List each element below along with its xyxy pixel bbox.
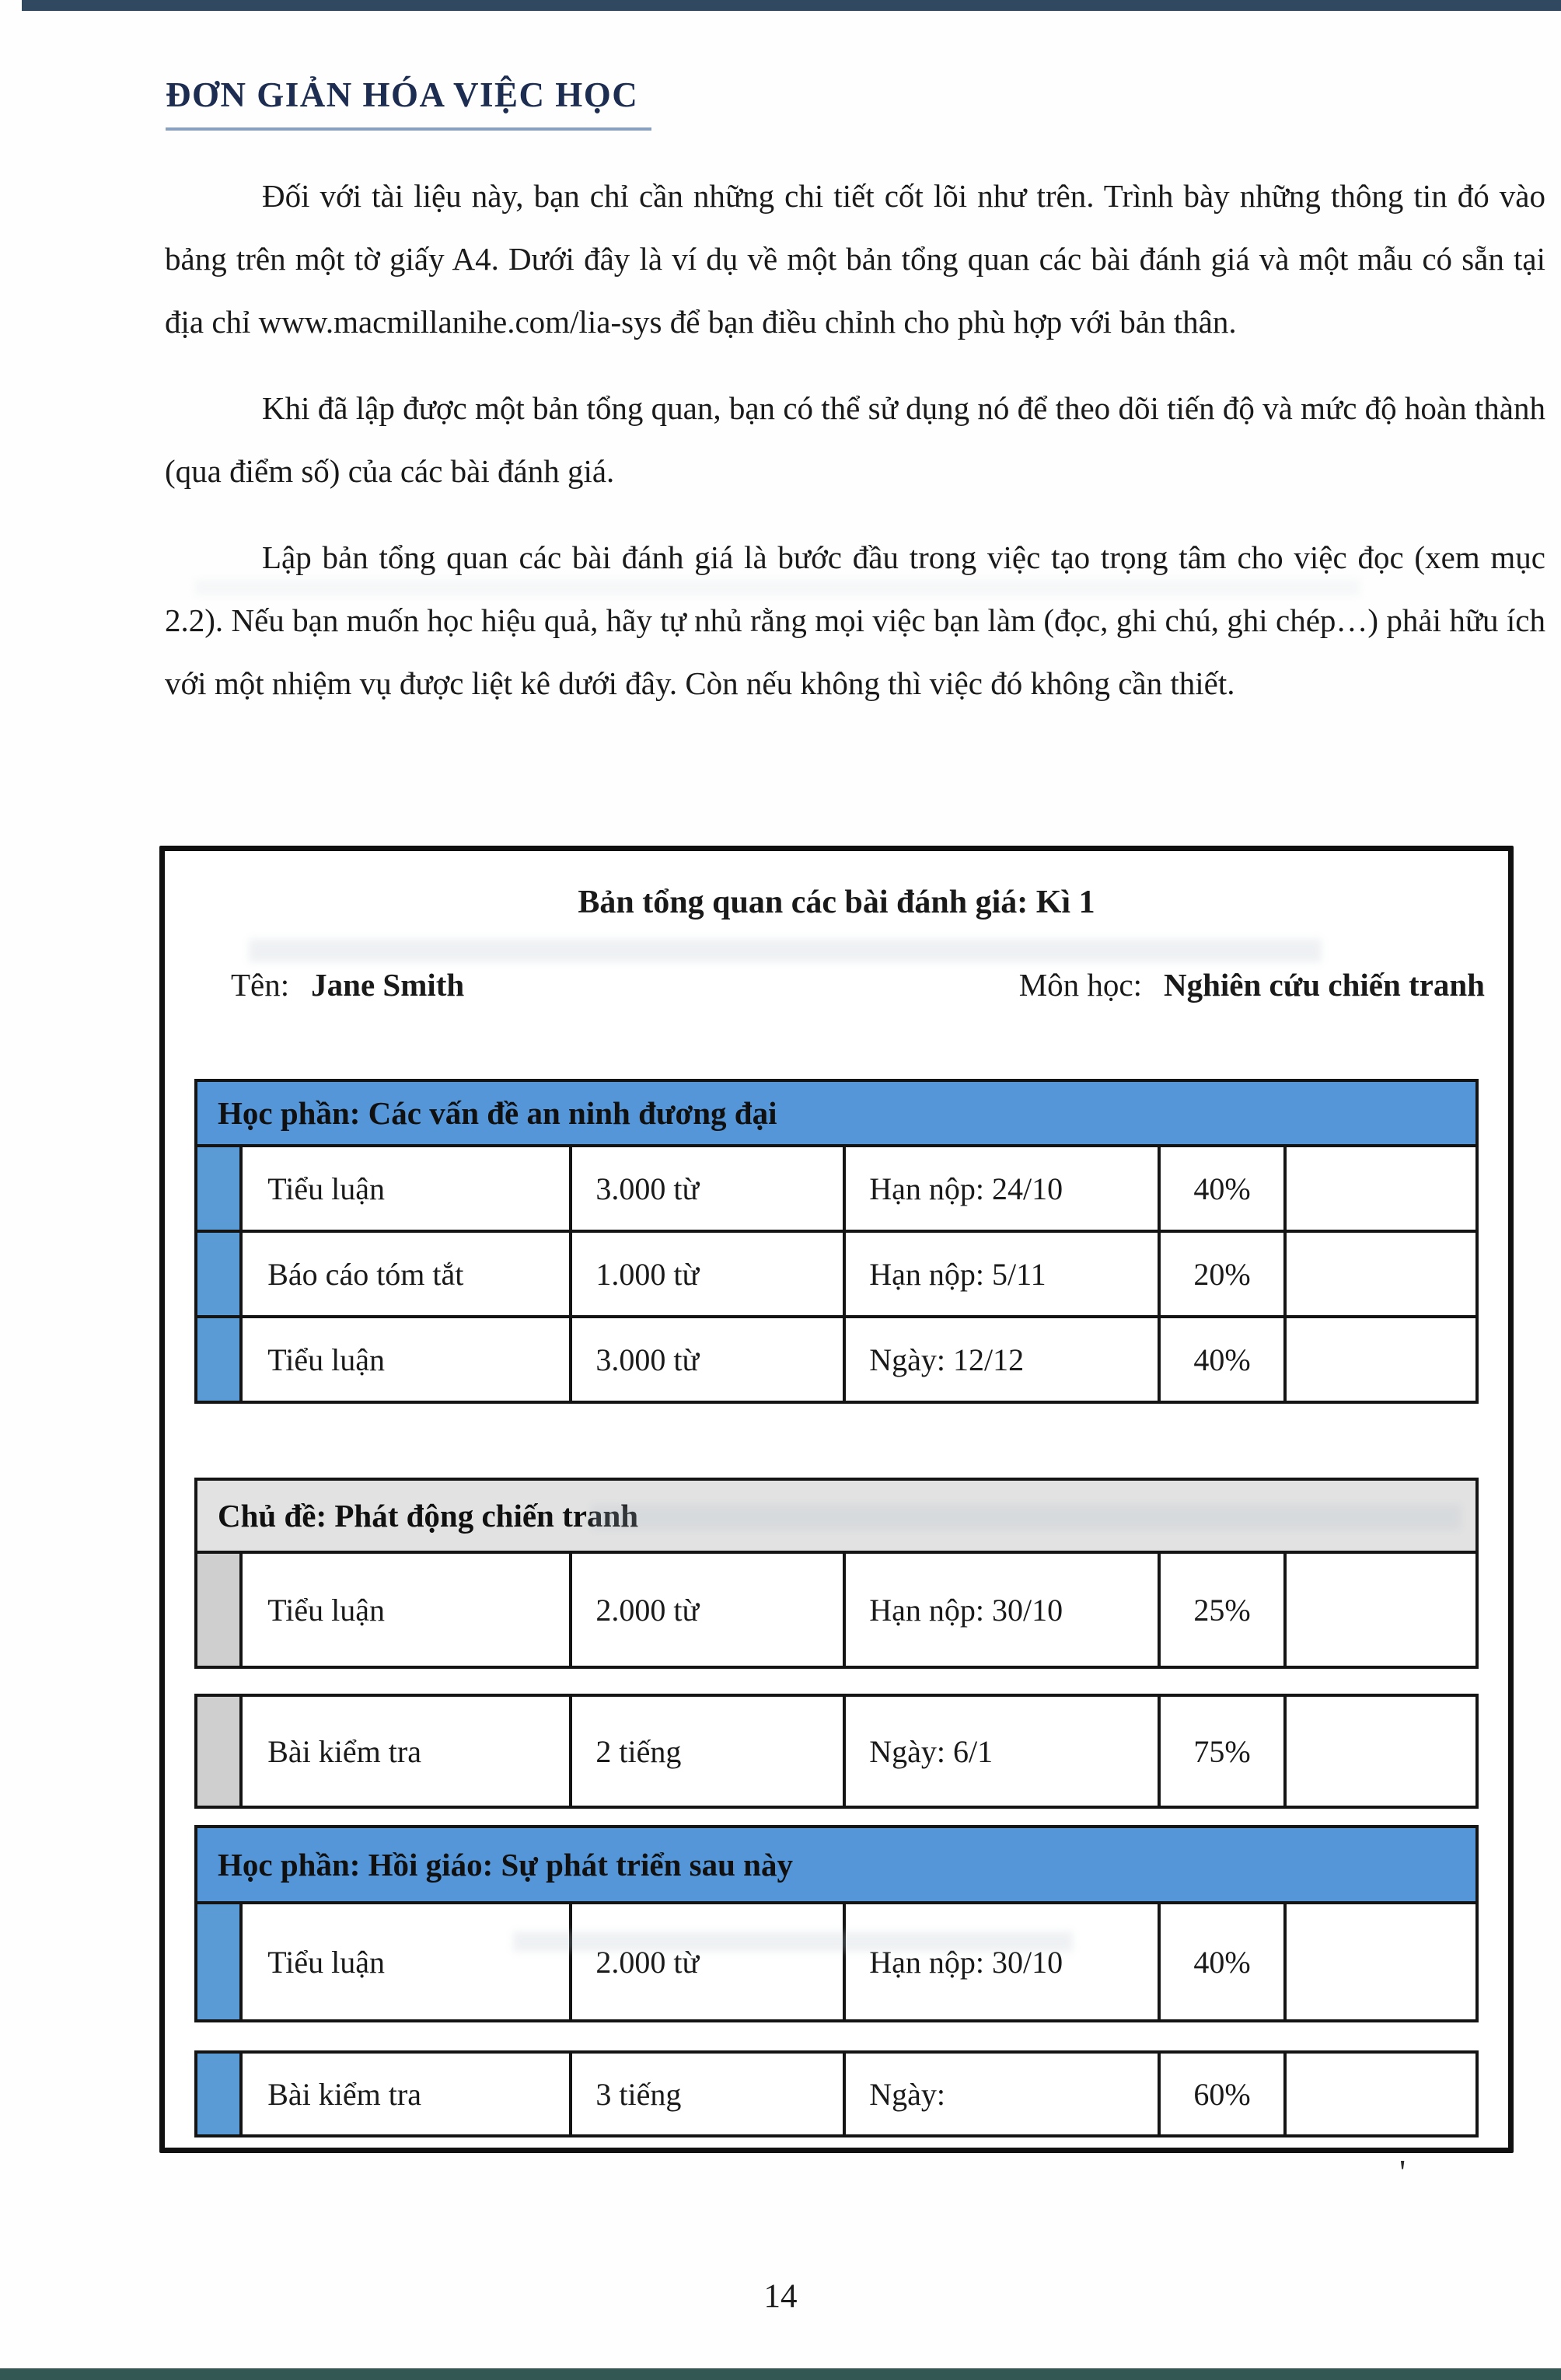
- subject-label: Môn học:: [1018, 967, 1142, 1003]
- table-row: Bài kiểm tra 3 tiếng Ngày: 60%: [194, 2050, 1479, 2137]
- due-cell: Ngày: 6/1: [843, 1697, 1157, 1806]
- length-cell: 1.000 từ: [569, 1233, 843, 1315]
- section-islam-later-developments: Học phần: Hồi giáo: Sự phát triển sau nà…: [194, 1825, 1479, 2137]
- length-cell: 2.000 từ: [569, 1554, 843, 1666]
- empty-cell: [1283, 1318, 1475, 1401]
- assessment-type-cell: Bài kiểm tra: [239, 1697, 569, 1806]
- due-cell: Hạn nộp: 30/10: [843, 1904, 1157, 2019]
- page-number: 14: [763, 2278, 798, 2315]
- name-value: Jane Smith: [311, 967, 465, 1003]
- empty-cell: [1283, 1233, 1475, 1315]
- sections: Học phần: Các vấn đề an ninh đương đại T…: [194, 1079, 1479, 2137]
- body-text: Đối với tài liệu này, bạn chỉ cần những …: [165, 165, 1545, 738]
- name-label: Tên:: [231, 967, 290, 1003]
- subject-value: Nghiên cứu chiến tranh: [1163, 967, 1485, 1003]
- row-stripe: [197, 2054, 240, 2134]
- assessment-type-cell: Tiểu luận: [239, 1904, 569, 2019]
- row-stripe: [197, 1697, 240, 1806]
- weight-cell: 40%: [1157, 1904, 1284, 2019]
- scan-edge-bottom: [0, 2368, 1561, 2380]
- header-rule: [166, 127, 651, 131]
- scan-stray-mark: ': [1399, 2152, 1406, 2192]
- table-row: Tiểu luận 3.000 từ Hạn nộp: 24/10 40%: [194, 1147, 1479, 1233]
- section-waging-war: Chủ đề: Phát động chiến tranh Tiểu luận …: [194, 1478, 1479, 1809]
- chapter-title: ĐƠN GIẢN HÓA VIỆC HỌC: [166, 75, 639, 114]
- assessment-type-cell: Tiểu luận: [239, 1147, 569, 1230]
- row-stripe: [197, 1233, 240, 1315]
- row-gap: [194, 1669, 1479, 1694]
- paragraph: Khi đã lập được một bản tổng quan, bạn c…: [165, 390, 1545, 489]
- subject-pair: Môn học: Nghiên cứu chiến tranh: [1019, 966, 1485, 1003]
- scan-edge-top: [22, 0, 1561, 11]
- assessment-overview-box: Bản tổng quan các bài đánh giá: Kì 1 Tên…: [159, 846, 1514, 2153]
- table-row: Báo cáo tóm tắt 1.000 từ Hạn nộp: 5/11 2…: [194, 1233, 1479, 1318]
- table-row: Tiểu luận 3.000 từ Ngày: 12/12 40%: [194, 1318, 1479, 1404]
- weight-cell: 25%: [1157, 1554, 1284, 1666]
- table-row: Tiểu luận 2.000 từ Hạn nộp: 30/10 40%: [194, 1904, 1479, 2022]
- table-row: Tiểu luận 2.000 từ Hạn nộp: 30/10 25%: [194, 1554, 1479, 1669]
- row-stripe: [197, 1318, 240, 1401]
- weight-cell: 20%: [1157, 1233, 1284, 1315]
- overview-title: Bản tổng quan các bài đánh giá: Kì 1: [578, 885, 1095, 920]
- weight-cell: 40%: [1157, 1318, 1284, 1401]
- name-pair: Tên: Jane Smith: [231, 966, 464, 1003]
- table-row: Bài kiểm tra 2 tiếng Ngày: 6/1 75%: [194, 1694, 1479, 1809]
- section-contemporary-security: Học phần: Các vấn đề an ninh đương đại T…: [194, 1079, 1479, 1404]
- length-cell: 2.000 từ: [569, 1904, 843, 2019]
- row-gap: [194, 2022, 1479, 2050]
- empty-cell: [1283, 1554, 1475, 1666]
- paragraph: Đối với tài liệu này, bạn chỉ cần những …: [165, 178, 1545, 340]
- section-heading: Học phần: Các vấn đề an ninh đương đại: [194, 1079, 1479, 1147]
- empty-cell: [1283, 1904, 1475, 2019]
- length-cell: 2 tiếng: [569, 1697, 843, 1806]
- due-cell: Hạn nộp: 24/10: [843, 1147, 1157, 1230]
- length-cell: 3.000 từ: [569, 1147, 843, 1230]
- due-cell: Ngày:: [843, 2054, 1157, 2134]
- row-stripe: [197, 1147, 240, 1230]
- row-stripe: [197, 1554, 240, 1666]
- running-header: ĐƠN GIẢN HÓA VIỆC HỌC: [166, 75, 651, 131]
- assessment-type-cell: Tiểu luận: [239, 1554, 569, 1666]
- weight-cell: 75%: [1157, 1697, 1284, 1806]
- due-cell: Hạn nộp: 30/10: [843, 1554, 1157, 1666]
- empty-cell: [1283, 1147, 1475, 1230]
- section-heading: Chủ đề: Phát động chiến tranh: [194, 1478, 1479, 1554]
- paragraph: Lập bản tổng quan các bài đánh giá là bư…: [165, 539, 1545, 701]
- length-cell: 3 tiếng: [569, 2054, 843, 2134]
- empty-cell: [1283, 1697, 1475, 1806]
- weight-cell: 40%: [1157, 1147, 1284, 1230]
- section-heading: Học phần: Hồi giáo: Sự phát triển sau nà…: [194, 1825, 1479, 1904]
- due-cell: Ngày: 12/12: [843, 1318, 1157, 1401]
- due-cell: Hạn nộp: 5/11: [843, 1233, 1157, 1315]
- length-cell: 3.000 từ: [569, 1318, 843, 1401]
- row-stripe: [197, 1904, 240, 2019]
- assessment-type-cell: Bài kiểm tra: [239, 2054, 569, 2134]
- weight-cell: 60%: [1157, 2054, 1284, 2134]
- assessment-type-cell: Báo cáo tóm tắt: [239, 1233, 569, 1315]
- empty-cell: [1283, 2054, 1475, 2134]
- assessment-type-cell: Tiểu luận: [239, 1318, 569, 1401]
- overview-meta-row: Tên: Jane Smith Môn học: Nghiên cứu chiế…: [165, 966, 1508, 1003]
